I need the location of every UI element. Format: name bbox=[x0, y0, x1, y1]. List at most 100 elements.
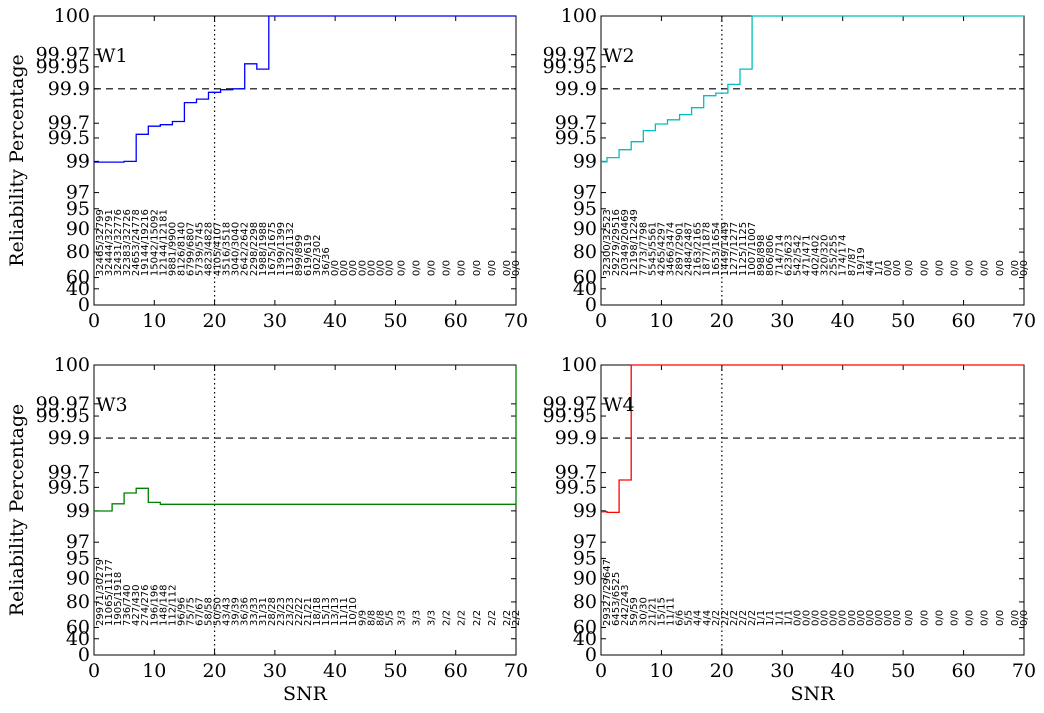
y-tick-label: 99.5 bbox=[48, 127, 90, 149]
count-label: 2/2 bbox=[747, 610, 758, 626]
y-tick-label: 99.5 bbox=[48, 476, 90, 498]
count-label: 8/8 bbox=[375, 610, 386, 626]
x-tick-label: 50 bbox=[383, 660, 407, 682]
x-tick-label: 40 bbox=[831, 310, 855, 332]
y-tick-label: 99.7 bbox=[555, 112, 597, 134]
count-label: 31/31 bbox=[258, 597, 269, 626]
count-label: 96/96 bbox=[176, 597, 187, 626]
y-tick-label: 40 bbox=[573, 278, 597, 300]
count-label: 29279/29516 bbox=[611, 209, 622, 276]
count-label: 8/8 bbox=[366, 610, 377, 626]
count-label: 1653/1654 bbox=[711, 222, 722, 276]
count-label: 23/23 bbox=[276, 597, 287, 626]
x-tick-label: 70 bbox=[1012, 660, 1036, 682]
y-tick-label: 99.97 bbox=[543, 44, 597, 66]
x-tick-label: 20 bbox=[710, 310, 734, 332]
y-tick-label: 99.95 bbox=[543, 56, 597, 78]
count-label: 24653/24778 bbox=[131, 209, 142, 276]
count-label: 2/2 bbox=[738, 610, 749, 626]
y-tick-label: 100 bbox=[561, 354, 597, 376]
count-label: 1905/1918 bbox=[113, 572, 124, 626]
count-label: 0/0 bbox=[412, 260, 423, 276]
count-label: 148/148 bbox=[158, 584, 169, 626]
count-label: 87/87 bbox=[847, 247, 858, 276]
count-label: 1/1 bbox=[783, 610, 794, 626]
x-tick-label: 20 bbox=[202, 660, 226, 682]
reliability-step-series bbox=[601, 15, 1024, 163]
count-label: 0/0 bbox=[1019, 260, 1030, 276]
y-tick-label: 90 bbox=[573, 218, 597, 240]
count-label: 0/0 bbox=[472, 260, 483, 276]
count-label: 1132/1132 bbox=[285, 222, 296, 276]
count-label: 29327/29647 bbox=[602, 559, 613, 626]
count-label: 3/3 bbox=[427, 610, 438, 626]
y-tick-label: 80 bbox=[573, 591, 597, 613]
count-label: 32465/32799 bbox=[95, 209, 106, 276]
count-label: 0/0 bbox=[357, 260, 368, 276]
x-tick-label: 30 bbox=[770, 310, 794, 332]
count-label: 320/320 bbox=[820, 235, 831, 277]
count-label: 4/4 bbox=[693, 610, 704, 626]
count-label: 12198/12249 bbox=[629, 209, 640, 276]
panel-title: W2 bbox=[603, 45, 635, 67]
count-label: 471/471 bbox=[801, 235, 812, 277]
count-label: 0/0 bbox=[502, 260, 513, 276]
count-label: 19/19 bbox=[856, 247, 867, 276]
count-label: 15/15 bbox=[656, 597, 667, 626]
count-label: 1/1 bbox=[756, 610, 767, 626]
count-label: 32383/32726 bbox=[122, 209, 133, 276]
count-label: 4105/4107 bbox=[213, 222, 224, 276]
count-label: 1675/1675 bbox=[267, 222, 278, 276]
count-label: 0/0 bbox=[965, 610, 976, 626]
y-axis-title: Reliability Percentage bbox=[6, 404, 28, 617]
x-tick-label: 70 bbox=[1012, 310, 1036, 332]
count-label: 736/740 bbox=[122, 584, 133, 626]
count-label: 0/0 bbox=[339, 260, 350, 276]
count-label: 22/22 bbox=[294, 597, 305, 626]
count-label: 28/28 bbox=[267, 597, 278, 626]
x-tick-label: 10 bbox=[649, 660, 673, 682]
count-label: 1/1 bbox=[774, 610, 785, 626]
count-label: 806/806 bbox=[765, 235, 776, 277]
count-label: 12144/12181 bbox=[158, 209, 169, 276]
count-label: 402/402 bbox=[811, 235, 822, 277]
y-tick-label: 99.97 bbox=[543, 393, 597, 415]
y-tick-label: 99.5 bbox=[555, 476, 597, 498]
count-label: 0/0 bbox=[829, 610, 840, 626]
count-label: 2/2 bbox=[442, 610, 453, 626]
x-tick-label: 0 bbox=[88, 660, 100, 682]
reliability-step-series bbox=[94, 365, 517, 512]
y-tick-label: 99.7 bbox=[555, 462, 597, 484]
count-label: 1449/1449 bbox=[720, 222, 731, 276]
count-label: 2/2 bbox=[729, 610, 740, 626]
y-tick-label: 40 bbox=[66, 628, 90, 650]
count-label: 0/0 bbox=[811, 610, 822, 626]
count-label: 302/302 bbox=[312, 235, 323, 277]
x-tick-label: 10 bbox=[649, 310, 673, 332]
count-label: 11065/11177 bbox=[104, 559, 115, 626]
count-label: 36/36 bbox=[240, 597, 251, 626]
count-label: 899/899 bbox=[294, 235, 305, 277]
count-label: 50/50 bbox=[213, 597, 224, 626]
x-tick-label: 40 bbox=[831, 660, 855, 682]
y-tick-label: 60 bbox=[573, 267, 597, 289]
count-label: 6799/6807 bbox=[185, 222, 196, 276]
count-label: 0/0 bbox=[375, 260, 386, 276]
count-label: 0/0 bbox=[384, 260, 395, 276]
count-label: 0/0 bbox=[1010, 260, 1021, 276]
y-tick-label: 95 bbox=[66, 198, 90, 220]
count-label: 0/0 bbox=[980, 610, 991, 626]
count-label: 18/18 bbox=[312, 597, 323, 626]
count-label: 32444/32791 bbox=[104, 209, 115, 276]
y-tick-label: 99 bbox=[573, 500, 597, 522]
count-label: 30/30 bbox=[638, 597, 649, 626]
y-tick-label: 95 bbox=[573, 547, 597, 569]
x-axis-title: SNR bbox=[283, 683, 328, 705]
count-label: 5545/5561 bbox=[647, 222, 658, 276]
count-label: 0/0 bbox=[427, 260, 438, 276]
count-label: 1125/1125 bbox=[738, 222, 749, 276]
count-label: 112/112 bbox=[167, 584, 178, 626]
x-tick-label: 70 bbox=[504, 310, 528, 332]
y-tick-label: 100 bbox=[54, 354, 90, 376]
y-axis-title: Reliability Percentage bbox=[6, 54, 28, 267]
